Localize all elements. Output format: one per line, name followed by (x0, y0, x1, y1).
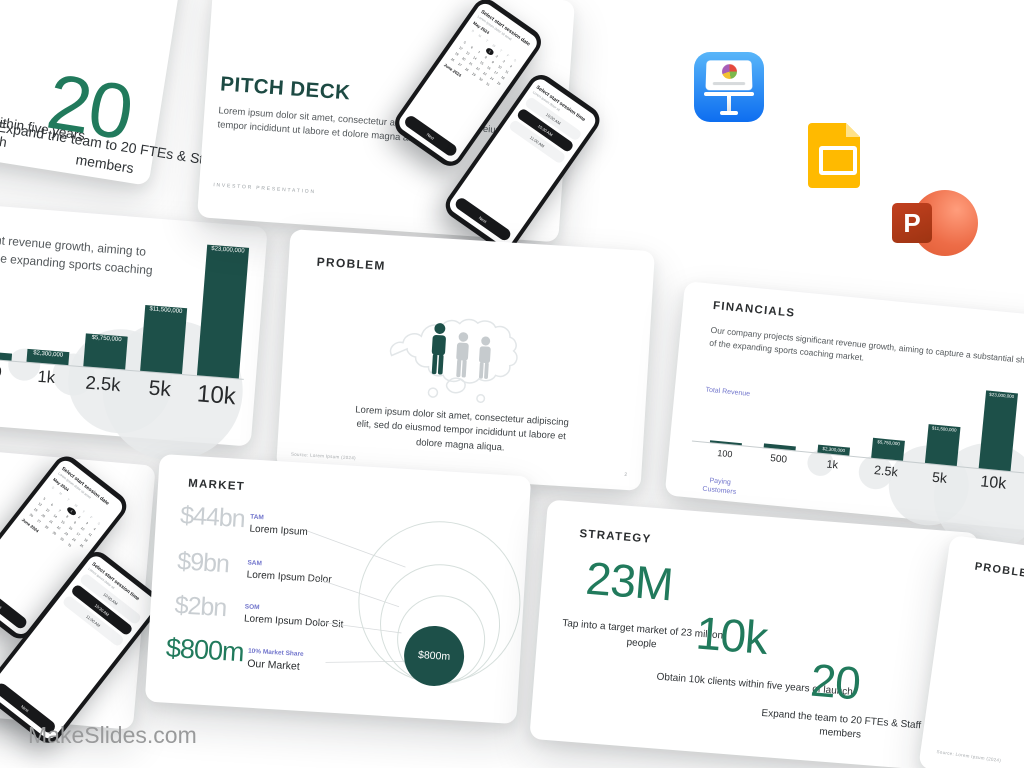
bar-value-label: $2,300,000 (822, 446, 846, 454)
revenue-bar: $11,500,000 (140, 304, 188, 375)
slide-title: PROBLEM (316, 254, 387, 273)
pie-chart-glyph (721, 64, 737, 80)
slide-strategy: STRATEGY 23M Tap into a target market of… (529, 499, 979, 768)
stat-team: 20 (808, 653, 862, 710)
easel-foot (720, 111, 738, 115)
stat-caption: Expand the team to 20 FTEs & Staff membe… (761, 707, 922, 741)
bar-value-label: $23,000,000 (989, 391, 1015, 400)
slide-strategy-back: STRATEGY 23M Tap into a target market of… (0, 0, 220, 186)
folded-corner (846, 123, 860, 137)
revenue-bar: $5,750,000 (871, 437, 905, 461)
easel-strip (712, 82, 746, 86)
page-number: 2 (624, 471, 628, 479)
slide-title: STRATEGY (578, 528, 652, 546)
bar-value-label: $5,750,000 (877, 439, 901, 447)
page-watermark[interactable]: MakeSlides.com (28, 722, 197, 748)
slide-title: PROBLEM (973, 560, 1024, 582)
powerpoint-p-badge: P (892, 203, 932, 243)
cover-title: PITCH DECK (219, 72, 352, 105)
powerpoint-icon[interactable]: P (892, 187, 978, 259)
slide-frame-glyph (819, 146, 857, 175)
next-button[interactable]: Next (0, 579, 29, 631)
revenue-bar-chart: 100500$2,300,0001k$5,750,0002.5k$11,500,… (0, 183, 268, 466)
slide-financials-right: FINANCIALS Our company projects signific… (664, 281, 1024, 557)
next-button[interactable]: Next (402, 113, 459, 159)
slide-cover: PITCH DECK Lorem ipsum dolor sit amet, c… (197, 0, 605, 256)
time-options[interactable]: 10:00 AM 10:30 AM 11:00 AM (61, 572, 143, 648)
slide-cover-back: Select start session date Lorem ipsum do… (0, 431, 166, 749)
stat-market-size: 23M (584, 551, 675, 611)
revenue-bar: $23,000,000 (196, 244, 250, 379)
easel-bar (704, 92, 754, 96)
person-icon (431, 323, 446, 375)
keynote-icon[interactable] (694, 52, 764, 122)
revenue-bar (0, 350, 13, 361)
easel-stem (727, 96, 731, 112)
keynote-easel-screen (705, 60, 753, 91)
slide-financials-left: FINANCIALS Our company projects signific… (0, 183, 268, 466)
connector-lines (307, 530, 406, 663)
source-note: Source: Lorem Ipsum (2024) (290, 451, 357, 461)
next-button[interactable]: Next (453, 195, 513, 243)
revenue-bar: $11,500,000 (924, 424, 961, 466)
slide-market: MARKET $44bn TAM Lorem Ipsum $9bn SAM Lo… (144, 453, 532, 725)
revenue-bar: $5,750,000 (83, 333, 128, 370)
bar-value-label: $23,000,000 (210, 245, 245, 255)
person-icon (456, 332, 469, 378)
stat-clients: 10k (694, 606, 770, 664)
region-map-outline (389, 318, 518, 403)
source-note: Source: Lorem Ipsum (2024) (936, 749, 1002, 764)
category-label: 10k (196, 380, 237, 411)
bar-value-label: $5,750,000 (91, 334, 122, 344)
google-slides-icon[interactable] (808, 123, 860, 188)
slide-problem: PROBLEM Lorem ipsum dolor sit amet, cons… (276, 229, 655, 491)
bar-value-label: $11,500,000 (931, 425, 957, 433)
time-options[interactable]: 10:00 AM 10:30 AM 11:00 AM (507, 95, 583, 165)
person-icon (479, 336, 491, 379)
bar-value-label: $2,300,000 (32, 350, 64, 359)
bar-value-label: $11,500,000 (149, 306, 183, 315)
cover-kicker: INVESTOR PRESENTATION (213, 182, 317, 196)
